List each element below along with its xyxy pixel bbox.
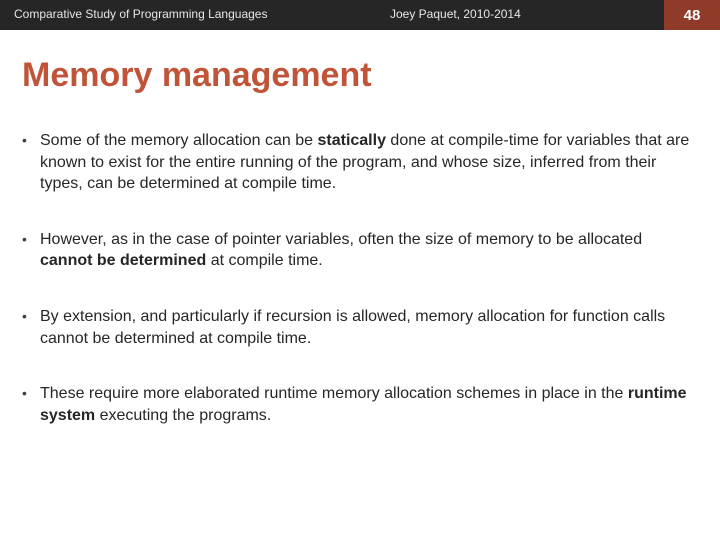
bullet-item: • By extension, and particularly if recu…	[22, 306, 698, 349]
text-bold: statically	[317, 132, 385, 149]
bullet-dot-icon: •	[22, 229, 40, 249]
text-segment: However, as in the case of pointer varia…	[40, 231, 642, 248]
bullet-dot-icon: •	[22, 383, 40, 403]
slide: Comparative Study of Programming Languag…	[0, 0, 720, 540]
page-number-box: 48	[664, 0, 720, 30]
text-segment: These require more elaborated runtime me…	[40, 385, 628, 402]
text-segment: at compile time.	[206, 252, 322, 269]
bullet-text: These require more elaborated runtime me…	[40, 383, 698, 426]
author-label: Joey Paquet, 2010-2014	[390, 7, 521, 21]
text-bold: cannot be determined	[40, 252, 206, 269]
bullet-dot-icon: •	[22, 306, 40, 326]
bullet-item: • These require more elaborated runtime …	[22, 383, 698, 426]
header-bar: Comparative Study of Programming Languag…	[0, 0, 720, 30]
slide-body: • Some of the memory allocation can be s…	[22, 130, 698, 460]
slide-title: Memory management	[22, 56, 372, 95]
text-segment: By extension, and particularly if recurs…	[40, 308, 665, 347]
bullet-text: However, as in the case of pointer varia…	[40, 229, 698, 272]
bullet-dot-icon: •	[22, 130, 40, 150]
bullet-text: By extension, and particularly if recurs…	[40, 306, 698, 349]
bullet-item: • However, as in the case of pointer var…	[22, 229, 698, 272]
text-segment: executing the programs.	[95, 407, 271, 424]
text-segment: Some of the memory allocation can be	[40, 132, 317, 149]
page-number: 48	[684, 7, 701, 24]
course-title: Comparative Study of Programming Languag…	[14, 7, 267, 21]
bullet-text: Some of the memory allocation can be sta…	[40, 130, 698, 195]
bullet-item: • Some of the memory allocation can be s…	[22, 130, 698, 195]
